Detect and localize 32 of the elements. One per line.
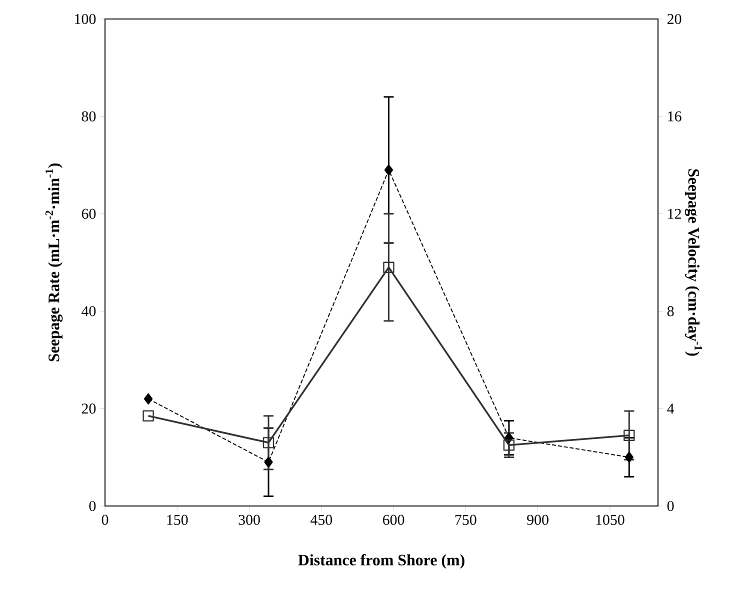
y-tick-label: 40 — [82, 306, 96, 316]
x-tick-label: 600 — [382, 514, 404, 525]
y2-tick-label: 0 — [667, 500, 674, 512]
x-tick-label: 1050 — [596, 514, 624, 525]
point — [264, 456, 273, 468]
point — [262, 437, 274, 448]
y-tick-label: 100 — [75, 14, 96, 24]
point — [144, 393, 153, 404]
y-tick-label: 20 — [82, 404, 96, 414]
x-tick-label: 300 — [238, 514, 260, 525]
y-axis-title: Seepage Rate (mL·m$^{-2}$·min$^{-1}$) — [45, 164, 63, 362]
x-tick-label: 150 — [167, 514, 188, 525]
point — [383, 262, 394, 273]
y2-tick-label: 8 — [667, 306, 674, 316]
x-tick-label: 450 — [310, 514, 332, 525]
point — [503, 440, 515, 451]
x-tick-label: 0 — [102, 514, 108, 525]
y-tick-label: 80 — [82, 111, 96, 122]
y2-tick-label: 16 — [668, 111, 682, 122]
y2-tick-label: 4 — [667, 404, 674, 414]
y-tick-label: 0 — [89, 500, 96, 512]
point — [384, 164, 394, 176]
x-tick-label: 750 — [455, 514, 476, 525]
x-tick-label: 900 — [527, 514, 548, 525]
point — [624, 452, 634, 463]
point — [624, 430, 635, 441]
y2-axis-title: Seepage Velocity (cm·day$^{-1}$) — [684, 169, 702, 356]
y2-tick-label: 20 — [667, 14, 682, 24]
y-tick-label: 60 — [82, 208, 96, 219]
y2-tick-label: 12 — [668, 208, 681, 219]
point — [142, 410, 154, 422]
x-axis-title: Distance from Shore (m) — [298, 554, 464, 569]
